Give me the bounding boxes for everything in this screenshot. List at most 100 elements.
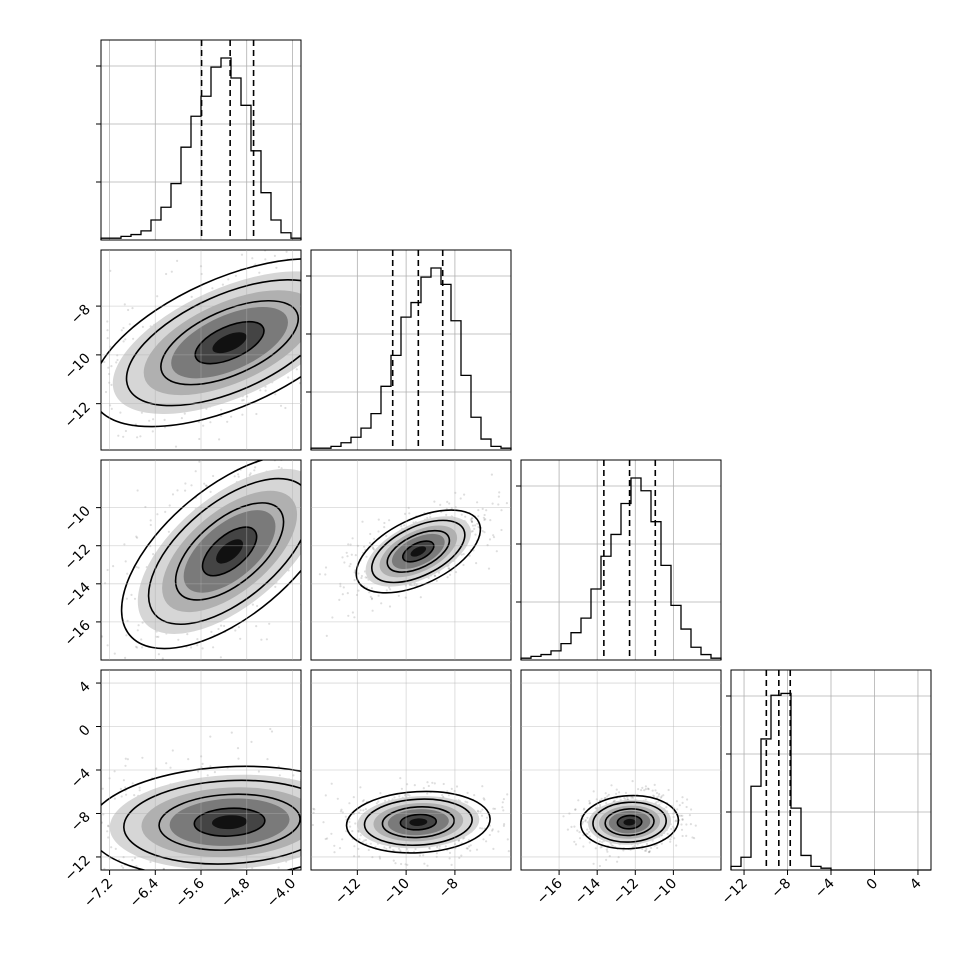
scatter-point bbox=[319, 830, 321, 832]
scatter-point bbox=[365, 842, 368, 845]
scatter-point bbox=[336, 810, 338, 812]
scatter-point bbox=[616, 860, 619, 863]
scatter-point bbox=[98, 348, 100, 350]
x-tick-label: −12 bbox=[332, 876, 364, 908]
scatter-point bbox=[662, 794, 665, 797]
scatter-point bbox=[273, 254, 276, 257]
scatter-point bbox=[84, 616, 86, 618]
scatter-panel-1-0 bbox=[27, 249, 399, 451]
scatter-point bbox=[233, 437, 235, 439]
scatter-point bbox=[439, 503, 442, 506]
scatter-point bbox=[342, 586, 345, 589]
scatter-point bbox=[308, 520, 310, 522]
scatter-point bbox=[305, 516, 307, 518]
scatter-point bbox=[665, 806, 668, 809]
scatter-point bbox=[313, 808, 316, 811]
scatter-point bbox=[501, 801, 504, 804]
scatter-point bbox=[126, 619, 129, 622]
y-tick-label: 4 bbox=[76, 679, 94, 697]
scatter-point bbox=[655, 801, 658, 804]
scatter-point bbox=[330, 832, 333, 835]
contour-line bbox=[363, 798, 473, 847]
scatter-point bbox=[574, 808, 577, 811]
scatter-point bbox=[342, 291, 344, 293]
scatter-point bbox=[107, 366, 110, 369]
scatter-point bbox=[365, 586, 368, 589]
scatter-point bbox=[398, 795, 401, 798]
scatter-point bbox=[190, 484, 193, 487]
contour-line bbox=[616, 814, 643, 830]
scatter-point bbox=[268, 622, 271, 625]
scatter-point bbox=[328, 791, 330, 793]
scatter-point bbox=[52, 847, 54, 849]
scatter-point bbox=[492, 847, 495, 851]
scatter-point bbox=[610, 844, 614, 847]
scatter-point bbox=[183, 412, 186, 415]
scatter-point bbox=[323, 830, 325, 832]
scatter-point bbox=[107, 836, 110, 839]
scatter-point bbox=[362, 809, 365, 812]
scatter-point bbox=[124, 757, 127, 760]
scatter-point bbox=[388, 846, 391, 849]
scatter-point bbox=[320, 820, 322, 822]
scatter-point bbox=[371, 257, 373, 259]
scatter-point bbox=[392, 466, 394, 468]
scatter-point bbox=[506, 838, 509, 841]
scatter-point bbox=[361, 840, 364, 844]
scatter-point bbox=[251, 603, 254, 606]
scatter-point bbox=[241, 399, 244, 402]
scatter-point bbox=[351, 794, 353, 796]
scatter-point bbox=[360, 576, 363, 580]
scatter-point bbox=[163, 418, 166, 421]
scatter-point bbox=[308, 293, 310, 295]
scatter-point bbox=[464, 800, 467, 803]
scatter-point bbox=[116, 358, 119, 362]
scatter-point bbox=[414, 847, 417, 851]
contour-line bbox=[174, 502, 285, 601]
scatter-point bbox=[264, 258, 267, 261]
scatter-point bbox=[137, 566, 140, 569]
scatter-point bbox=[406, 863, 409, 867]
scatter-point bbox=[186, 633, 189, 636]
y-tick-label: −4 bbox=[68, 765, 94, 791]
scatter-point bbox=[194, 678, 196, 680]
scatter-point bbox=[255, 625, 258, 628]
scatter-point bbox=[626, 796, 629, 799]
scatter-point bbox=[615, 788, 618, 791]
scatter-point bbox=[92, 815, 94, 817]
scatter-point bbox=[162, 867, 165, 870]
scatter-point bbox=[198, 460, 201, 463]
scatter-point bbox=[653, 795, 656, 798]
scatter-point bbox=[326, 315, 328, 317]
scatter-point bbox=[327, 269, 329, 271]
scatter-point bbox=[292, 774, 295, 777]
panel-grid bbox=[101, 250, 301, 450]
scatter-point bbox=[119, 411, 122, 414]
scatter-point bbox=[382, 259, 384, 261]
scatter-point bbox=[305, 450, 307, 452]
contour-line bbox=[120, 460, 301, 650]
scatter-point bbox=[58, 381, 60, 383]
panel-grid bbox=[311, 670, 511, 870]
scatter-point bbox=[481, 808, 484, 811]
panel-content bbox=[52, 727, 355, 870]
scatter-point bbox=[353, 766, 355, 768]
scatter-point bbox=[194, 470, 197, 473]
scatter-point bbox=[359, 809, 362, 812]
scatter-point bbox=[434, 574, 437, 578]
scatter-point bbox=[220, 664, 222, 666]
scatter-point bbox=[397, 331, 399, 333]
scatter-point bbox=[341, 852, 343, 854]
scatter-point bbox=[138, 789, 141, 792]
scatter-point bbox=[476, 522, 479, 525]
scatter-point bbox=[321, 494, 323, 496]
scatter-point bbox=[585, 832, 588, 835]
scatter-point bbox=[152, 418, 155, 421]
scatter-point bbox=[536, 787, 538, 789]
scatter-point bbox=[27, 440, 29, 442]
scatter-point bbox=[338, 314, 340, 316]
x-tick-label: −12 bbox=[719, 876, 751, 908]
scatter-point bbox=[607, 793, 610, 796]
scatter-point bbox=[388, 586, 391, 589]
scatter-point bbox=[380, 602, 383, 605]
